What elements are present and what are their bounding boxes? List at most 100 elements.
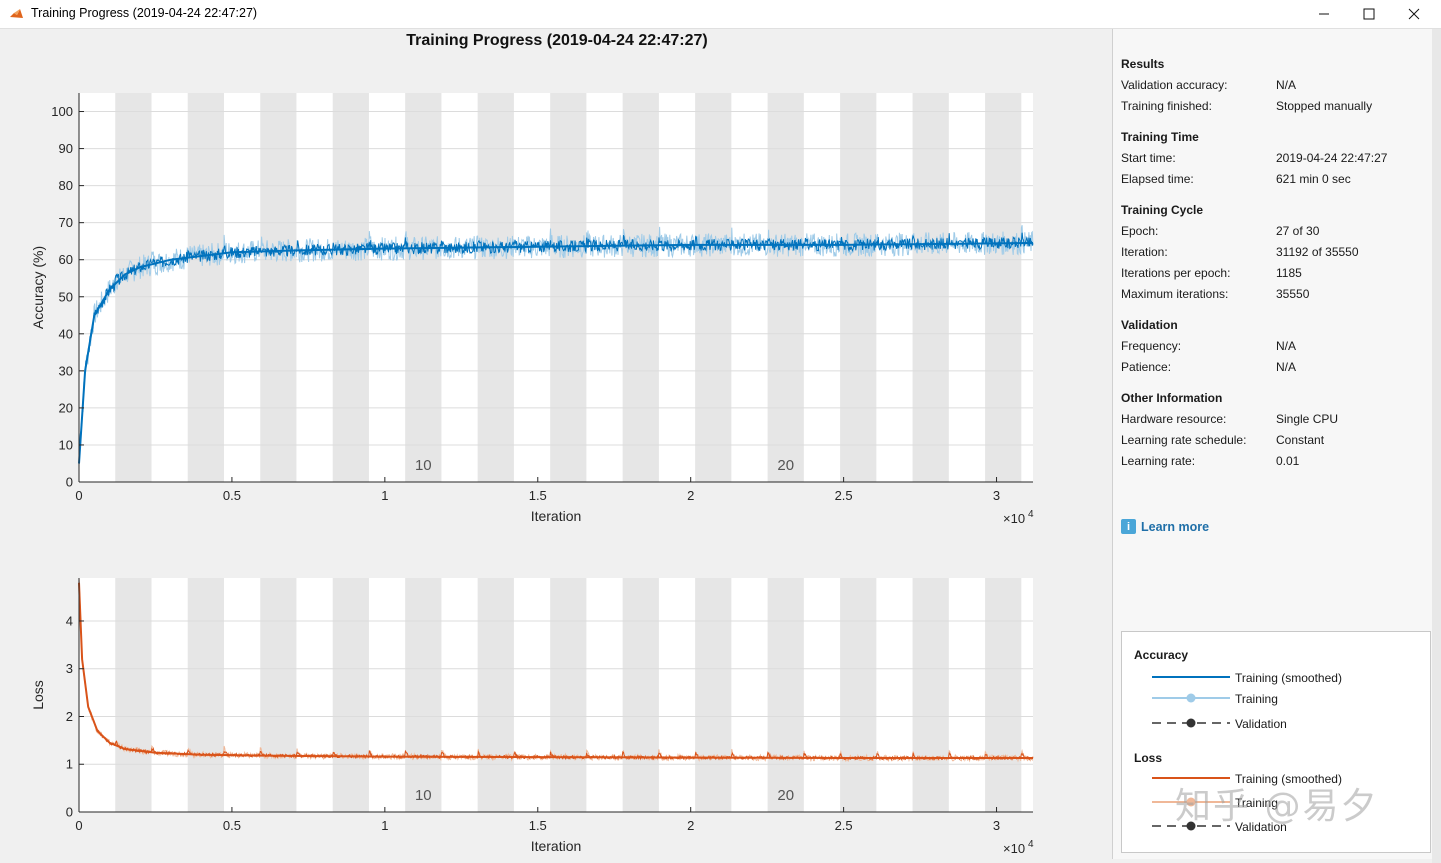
minimize-button[interactable] [1301,0,1347,28]
learn-more-text: Learn more [1141,519,1210,534]
iteration-label: Iteration: [1121,245,1168,259]
iteration-value: 31192 of 35550 [1276,245,1359,259]
loss-epoch-label: 20 [777,787,794,804]
loss-x-tick-label: 3 [993,818,1000,833]
training-finished-value: Stopped manually [1276,99,1373,113]
close-icon [1408,8,1420,20]
results-heading: Results [1121,57,1165,71]
loss-y-axis-label: Loss [30,680,46,710]
accuracy-x-tick-label: 3 [993,488,1000,503]
other-information-heading: Other Information [1121,391,1223,405]
legend-accuracy-training-label: Training [1235,692,1278,706]
close-button[interactable] [1391,0,1437,28]
loss-epoch-band [260,578,297,812]
accuracy-x-exponent-power: 4 [1028,509,1034,520]
learn-more-link[interactable]: i Learn more [1121,519,1209,534]
epoch-label: Epoch: [1121,224,1159,238]
accuracy-y-tick-label: 20 [59,400,73,415]
legend-accuracy-validation-line-icon [1152,718,1230,728]
accuracy-y-tick-label: 0 [66,475,73,490]
accuracy-y-tick-label: 10 [59,437,73,452]
info-icon: i [1121,519,1136,534]
legend-accuracy-heading: Accuracy [1134,648,1189,662]
legend-accuracy-validation-label: Validation [1235,717,1287,731]
accuracy-epoch-band [260,93,297,482]
loss-y-tick-label: 0 [66,805,73,820]
iterations-per-epoch-value: 1185 [1276,266,1302,280]
accuracy-y-tick-label: 40 [59,326,73,341]
loss-epoch-band [622,578,659,812]
epoch-value: 27 of 30 [1276,224,1320,238]
info-panel: Results Validation accuracy: N/A Trainin… [1112,29,1433,859]
window-right-edge [1432,29,1441,863]
accuracy-epoch-band [622,93,659,482]
patience-value: N/A [1276,360,1297,374]
watermark: 知乎 @易夕 [1175,786,1379,827]
loss-epoch-band [912,578,949,812]
accuracy-epoch-band [840,93,877,482]
loss-x-tick-label: 0 [75,818,82,833]
loss-x-tick-label: 2 [687,818,694,833]
accuracy-y-tick-label: 80 [59,178,73,193]
accuracy-epoch-band [550,93,587,482]
accuracy-y-tick-label: 60 [59,252,73,267]
loss-epoch-band [405,578,442,812]
loss-epoch-label: 10 [415,787,432,804]
legend-box: Accuracy Training (smoothed) Training Va… [1121,631,1431,853]
accuracy-epoch-label: 10 [415,457,432,474]
maximum-iterations-value: 35550 [1276,287,1310,301]
legend-loss-smoothed-line-icon [1152,777,1230,779]
loss-x-exponent-label: ×10 [1003,841,1025,856]
loss-y-tick-label: 3 [66,661,73,676]
accuracy-epoch-band [187,93,224,482]
legend-loss-training-label: Training [1235,796,1278,810]
accuracy-x-tick-label: 2.5 [835,488,853,503]
loss-epoch-band [840,578,877,812]
legend-loss-training-line-icon [1152,797,1230,807]
validation-accuracy-label: Validation accuracy: [1121,78,1228,92]
accuracy-epoch-band [695,93,732,482]
window-titlebar: Training Progress (2019-04-24 22:47:27) [0,0,1441,29]
legend-accuracy-smoothed-line-icon [1152,676,1230,678]
accuracy-epoch-band [332,93,369,482]
learning-rate-schedule-label: Learning rate schedule: [1121,433,1247,447]
maximize-button[interactable] [1346,0,1392,28]
loss-y-tick-label: 2 [66,709,73,724]
validation-accuracy-value: N/A [1276,78,1297,92]
start-time-value: 2019-04-24 22:47:27 [1276,151,1388,165]
accuracy-y-tick-label: 30 [59,363,73,378]
validation-heading: Validation [1121,318,1178,332]
learning-rate-label: Learning rate: [1121,454,1196,468]
legend-loss-smoothed-label: Training (smoothed) [1235,772,1342,786]
accuracy-x-axis-label: Iteration [531,508,582,524]
elapsed-time-label: Elapsed time: [1121,172,1194,186]
accuracy-x-exponent-label: ×10 [1003,511,1025,526]
loss-epoch-band [187,578,224,812]
learning-rate-value: 0.01 [1276,454,1300,468]
learning-rate-schedule-value: Constant [1276,433,1325,447]
maximum-iterations-label: Maximum iterations: [1121,287,1229,301]
legend-loss-validation-line-icon [1152,821,1230,831]
accuracy-x-tick-label: 1.5 [529,488,547,503]
loss-y-tick-label: 1 [66,757,73,772]
accuracy-y-tick-label: 70 [59,215,73,230]
loss-x-tick-label: 1.5 [529,818,547,833]
loss-epoch-band [767,578,804,812]
loss-x-exponent-power: 4 [1028,839,1034,850]
start-time-label: Start time: [1121,151,1176,165]
loss-y-tick-label: 4 [66,613,73,628]
loss-x-axis-label: Iteration [531,838,582,854]
accuracy-x-tick-label: 0 [75,488,82,503]
frequency-value: N/A [1276,339,1297,353]
loss-x-tick-label: 0.5 [223,818,241,833]
training-time-heading: Training Time [1121,130,1199,144]
legend-accuracy-training-line-icon [1152,693,1230,703]
hardware-resource-value: Single CPU [1276,412,1339,426]
elapsed-time-value: 621 min 0 sec [1276,172,1351,186]
maximize-icon [1363,8,1375,20]
accuracy-y-tick-label: 90 [59,141,73,156]
loss-epoch-band [985,578,1022,812]
accuracy-epoch-band [767,93,804,482]
accuracy-y-tick-label: 50 [59,289,73,304]
accuracy-x-tick-label: 1 [381,488,388,503]
